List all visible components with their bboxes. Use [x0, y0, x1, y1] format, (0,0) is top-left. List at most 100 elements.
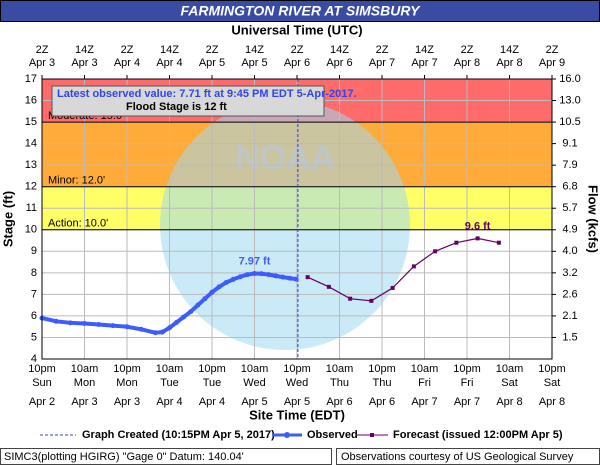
y2-tick-label: 3.2 — [562, 267, 577, 279]
x-tick-label: 10pm — [453, 363, 481, 375]
x-tick-label: 10pm — [198, 363, 226, 375]
x-tick-label: 10pm — [538, 363, 566, 375]
observed-point — [252, 270, 257, 276]
y2-tick-label: 16.0 — [559, 73, 580, 85]
info-flood-stage: Flood Stage is 12 ft — [126, 101, 227, 113]
y-tick-label: 5 — [31, 331, 37, 343]
observed-point — [195, 302, 201, 308]
x-tick-day: Tue — [160, 377, 179, 389]
info-box — [51, 85, 325, 117]
observed-point — [138, 326, 144, 332]
y-tick-label: 10 — [25, 224, 37, 236]
x-tick-label: 10am — [241, 363, 269, 375]
x-tick-date: Apr 7 — [454, 396, 480, 408]
x2-tick-label: 2Z — [291, 44, 304, 56]
observed-point — [244, 272, 250, 278]
forecast-point — [326, 284, 331, 289]
x-tick-label: 10am — [496, 363, 524, 375]
watermark-circle — [160, 100, 410, 350]
y-tick-label: 9 — [31, 245, 37, 257]
x2-tick-label: 2Z — [461, 44, 474, 56]
observed-point — [53, 318, 59, 324]
legend-created: Graph Created (10:15PM Apr 5, 2017) — [82, 429, 275, 441]
x-tick-label: 10am — [156, 363, 184, 375]
x2-tick-label: 14Z — [500, 44, 519, 56]
forecast-point — [496, 240, 501, 245]
x-tick-date: Apr 4 — [199, 396, 225, 408]
y2-tick-label: 5.7 — [562, 202, 577, 214]
x2-tick-label: 14Z — [75, 44, 94, 56]
observed-point — [152, 330, 158, 336]
x-tick-label: 10am — [326, 363, 354, 375]
observed-point — [110, 323, 116, 329]
y2-tick-label: 7.9 — [562, 159, 577, 171]
x-tick-label: 10pm — [368, 363, 396, 375]
x-tick-date: Apr 6 — [369, 396, 395, 408]
x-tick-day: Sun — [32, 377, 52, 389]
y-tick-label: 11 — [26, 202, 37, 214]
observed-point — [67, 320, 73, 326]
x-tick-day: Fri — [461, 377, 474, 389]
forecast-point — [411, 264, 416, 269]
y-tick-label: 12 — [25, 181, 37, 193]
x-tick-label: 10pm — [113, 363, 141, 375]
y2-tick-label: 10.5 — [559, 116, 580, 128]
x2-tick-date: Apr 4 — [156, 57, 182, 69]
observed-point — [280, 274, 286, 280]
y-tick-label: 8 — [31, 267, 37, 279]
x2-tick-date: Apr 4 — [114, 57, 140, 69]
x-tick-date: Apr 6 — [326, 396, 352, 408]
y-title: Stage (ft) — [0, 191, 15, 247]
x2-tick-date: Apr 7 — [369, 57, 395, 69]
y2-tick-label: 4.0 — [562, 245, 577, 257]
x2-tick-label: 2Z — [121, 44, 134, 56]
legend-forecast-dot — [370, 433, 374, 437]
legend-forecast: Forecast (issued 12:00PM Apr 5) — [393, 429, 563, 441]
observed-point — [96, 322, 102, 328]
x-tick-day: Thu — [330, 377, 349, 389]
y-tick-label: 7 — [31, 288, 37, 300]
x2-tick-label: 2Z — [206, 44, 219, 56]
annotation: 9.6 ft — [465, 220, 491, 232]
footer-credit: Observations courtesy of US Geological S… — [341, 451, 574, 463]
observed-point — [202, 296, 208, 302]
observed-point — [209, 289, 215, 295]
forecast-point — [433, 249, 438, 254]
x-tick-date: Apr 3 — [71, 396, 97, 408]
x2-tick-label: 14Z — [415, 44, 434, 56]
flood-label: Action: 10.0' — [48, 218, 108, 230]
x-tick-day: Sat — [544, 377, 561, 389]
legend-observed: Observed — [307, 429, 358, 441]
x-tick-day: Mon — [74, 377, 95, 389]
forecast-point — [454, 240, 459, 245]
x-tick-day: Sat — [501, 377, 518, 389]
x-tick-day: Tue — [203, 377, 222, 389]
x2-tick-label: 14Z — [160, 44, 179, 56]
x-tick-date: Apr 5 — [241, 396, 267, 408]
y-tick-label: 16 — [25, 94, 37, 106]
observed-point — [273, 273, 279, 279]
x2-tick-date: Apr 5 — [241, 57, 267, 69]
x-tick-date: Apr 3 — [114, 396, 140, 408]
x-tick-day: Fri — [418, 377, 431, 389]
x2-tick-label: 2Z — [376, 44, 389, 56]
x-tick-day: Wed — [243, 377, 265, 389]
y-tick-label: 6 — [31, 310, 37, 322]
annotation: 7.97 ft — [239, 255, 271, 267]
observed-point — [266, 272, 272, 278]
observed-point — [188, 309, 194, 315]
flood-label: Minor: 12.0' — [48, 175, 105, 187]
y2-title: Flow (kcfs) — [586, 185, 600, 253]
x-title: Site Time (EDT) — [249, 407, 345, 422]
observed-point — [181, 314, 187, 320]
x2-tick-date: Apr 8 — [454, 57, 480, 69]
y2-tick-label: 2.6 — [562, 288, 577, 300]
observed-point — [159, 329, 165, 335]
observed-point — [167, 325, 172, 331]
observed-point — [293, 276, 299, 282]
x2-tick-date: Apr 3 — [71, 57, 97, 69]
observed-point — [124, 324, 130, 330]
y-tick-label: 4 — [31, 353, 37, 365]
footer-datum: SIMC3(plotting HGIRG) "Gage 0" Datum: 14… — [4, 451, 244, 463]
x2-tick-date: Apr 9 — [539, 57, 565, 69]
